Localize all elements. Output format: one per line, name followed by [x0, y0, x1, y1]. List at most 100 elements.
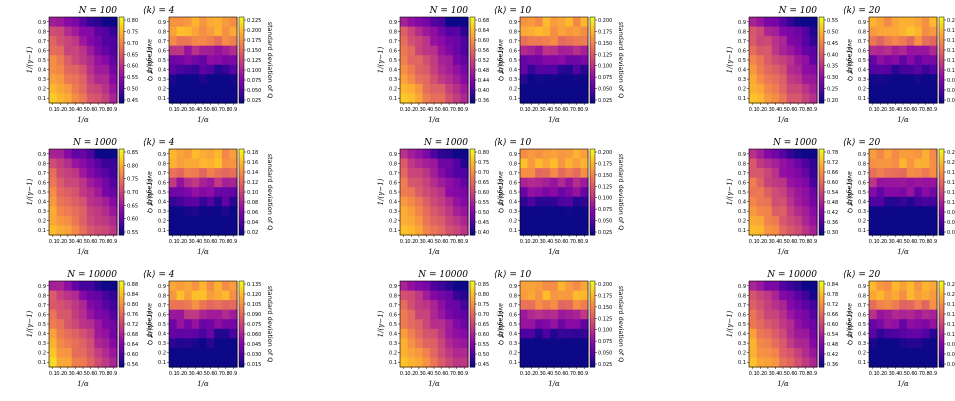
heatmap-cell — [899, 83, 908, 95]
heatmap-cell — [430, 64, 439, 75]
y-tick-label: 0.7 — [389, 171, 397, 177]
x-tick-label: 0.5 — [430, 239, 438, 245]
heatmap-cell — [764, 187, 773, 198]
heatmap-cell — [565, 281, 574, 292]
colorbar-segment — [939, 335, 944, 339]
heatmap-cell — [199, 17, 208, 28]
heatmap-cell — [520, 338, 529, 349]
heatmap-cell — [801, 319, 811, 330]
heatmap-cell — [415, 36, 424, 47]
x-tick-label: 0.3 — [884, 107, 892, 113]
colorbar-segment — [119, 22, 124, 27]
heatmap-cell — [520, 64, 529, 75]
heatmap-cell — [876, 158, 885, 169]
heatmap-cell — [64, 328, 73, 339]
heatmap-cell — [520, 187, 529, 198]
heatmap-cell — [565, 338, 574, 349]
colorbar-tick-label: 0.125 — [598, 316, 612, 322]
colorbar-segment — [939, 39, 944, 44]
colorbar-segment — [819, 283, 824, 288]
x-tick-label: 0.5 — [430, 371, 438, 377]
heatmap-cell — [572, 74, 582, 85]
y-tick-label: 0.5 — [158, 58, 166, 64]
colorbar-segment — [819, 349, 824, 354]
heatmap-cell — [460, 168, 469, 179]
colorbar-segment — [590, 80, 595, 84]
heatmap-cell — [206, 177, 215, 188]
colorbar-segment — [590, 100, 595, 104]
colorbar-segment — [590, 329, 595, 334]
heatmap-cell — [56, 196, 65, 207]
heatmap-cell — [229, 196, 238, 207]
heatmap-cell — [79, 168, 88, 179]
heatmap-cell — [756, 149, 765, 160]
heatmap-cell — [542, 338, 551, 349]
heatmap-cell — [169, 225, 178, 236]
colorbar-segment — [239, 48, 244, 52]
colorbar-segment — [819, 189, 824, 193]
heatmap-cell — [64, 206, 73, 217]
heatmap-cell — [884, 187, 893, 198]
y-tick-label: 0.1 — [509, 360, 517, 366]
heatmap-cell — [109, 215, 118, 227]
colorbar-segment — [470, 220, 475, 225]
heatmap-cell — [921, 187, 931, 198]
heatmap-cell — [79, 206, 88, 217]
heatmap-cell — [929, 93, 938, 104]
heatmap-cell — [400, 177, 409, 188]
heatmap-cell — [229, 328, 238, 339]
heatmap-cell — [527, 158, 536, 169]
colorbar-segment — [590, 183, 595, 187]
heatmap-cell — [550, 26, 559, 37]
heatmap-cell — [801, 187, 811, 198]
y-tick-label: 0.8 — [389, 29, 397, 35]
colorbar-segment — [590, 324, 595, 328]
heatmap-cell — [557, 328, 566, 339]
colorbar-segment — [470, 192, 475, 196]
heatmap-cell — [914, 168, 923, 179]
colorbar-segment — [470, 149, 475, 153]
heatmap-cell — [869, 64, 878, 75]
colorbar-segment — [590, 364, 595, 368]
heatmap-cell — [437, 338, 446, 349]
heatmap-cell — [899, 357, 908, 368]
heatmap-cell — [86, 149, 95, 160]
colorbar-tick-label: 0.150 — [598, 41, 612, 47]
heatmap-cell — [109, 225, 118, 236]
heatmap-cell — [891, 300, 900, 311]
heatmap-cell — [191, 17, 200, 28]
heatmap-cell — [572, 357, 582, 368]
colorbar-segment — [819, 51, 824, 55]
heatmap-cell — [430, 36, 439, 47]
x-axis-label: 1/α — [548, 248, 560, 256]
heatmap-cell — [801, 357, 811, 368]
heatmap-cell — [884, 319, 893, 330]
y-tick-label: 0.2 — [738, 87, 746, 93]
heatmap-cell — [71, 347, 80, 359]
heatmap-cell — [199, 215, 208, 227]
heatmap-cell — [56, 206, 65, 217]
x-axis-label: 1/α — [77, 248, 89, 256]
colorbar-segment — [819, 17, 824, 21]
heatmap-cell — [430, 83, 439, 95]
heatmap-cell — [64, 55, 73, 66]
heatmap-cell — [869, 319, 878, 330]
heatmap-cell — [906, 187, 915, 198]
heatmap-cell — [891, 17, 900, 28]
heatmap-cell — [801, 149, 811, 160]
heatmap-cell — [64, 309, 73, 320]
heatmap-cell — [176, 26, 185, 37]
colorbar-tick-label: 0.015 — [247, 362, 261, 368]
y-axis-label: 1/(γ−1) — [497, 46, 505, 73]
heatmap-cell — [199, 149, 208, 160]
colorbar-segment — [819, 186, 824, 190]
colorbar-segment — [939, 151, 944, 156]
heatmap-cell — [809, 290, 818, 301]
heatmap-cell — [771, 45, 780, 56]
heatmap-cell — [749, 177, 758, 188]
colorbar-segment — [939, 358, 944, 362]
colorbar-tick-label: 0.100 — [247, 68, 261, 74]
heatmap-cell — [445, 55, 454, 66]
colorbar-segment — [939, 212, 944, 216]
heatmap-cell — [794, 196, 803, 207]
